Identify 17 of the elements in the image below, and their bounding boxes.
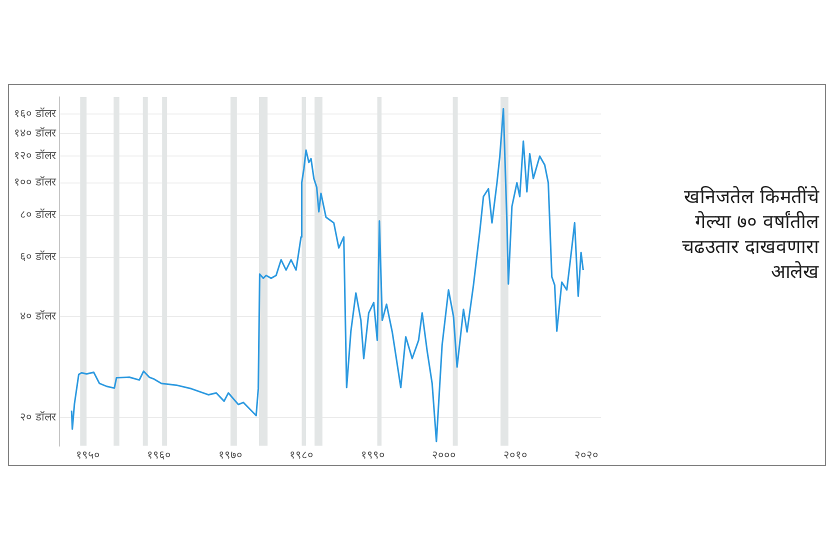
y-tick-label: १२० डॉलर (14, 149, 56, 162)
y-tick-label: १४० डॉलर (14, 126, 56, 140)
text: खनिजतेल किमतींचे गेल्या ७० वर्षांतील चढउतार दाखवणारा आलेख (680, 185, 819, 285)
x-tick-label: १९५० (76, 448, 100, 462)
y-tick-label: ८० डॉलर (20, 208, 56, 222)
x-tick-label: १९९० (361, 448, 385, 462)
x-tick-label: २०१० (504, 448, 528, 462)
x-tick-label: १९७० (218, 448, 242, 462)
x-tick-label: १९६० (147, 448, 172, 462)
x-tick-label: २०२० (574, 448, 599, 462)
y-tick-label: २० डॉलर (20, 410, 56, 424)
x-tick-label: २००० (432, 448, 456, 462)
x-tick-label: १९८० (290, 448, 314, 462)
y-tick-label: १०० डॉलर (14, 176, 56, 189)
y-tick-label: ४० डॉलर (20, 309, 56, 322)
y-tick-label: ६० डॉलर (20, 250, 56, 264)
y-tick-label: १६० डॉलर (14, 107, 56, 120)
